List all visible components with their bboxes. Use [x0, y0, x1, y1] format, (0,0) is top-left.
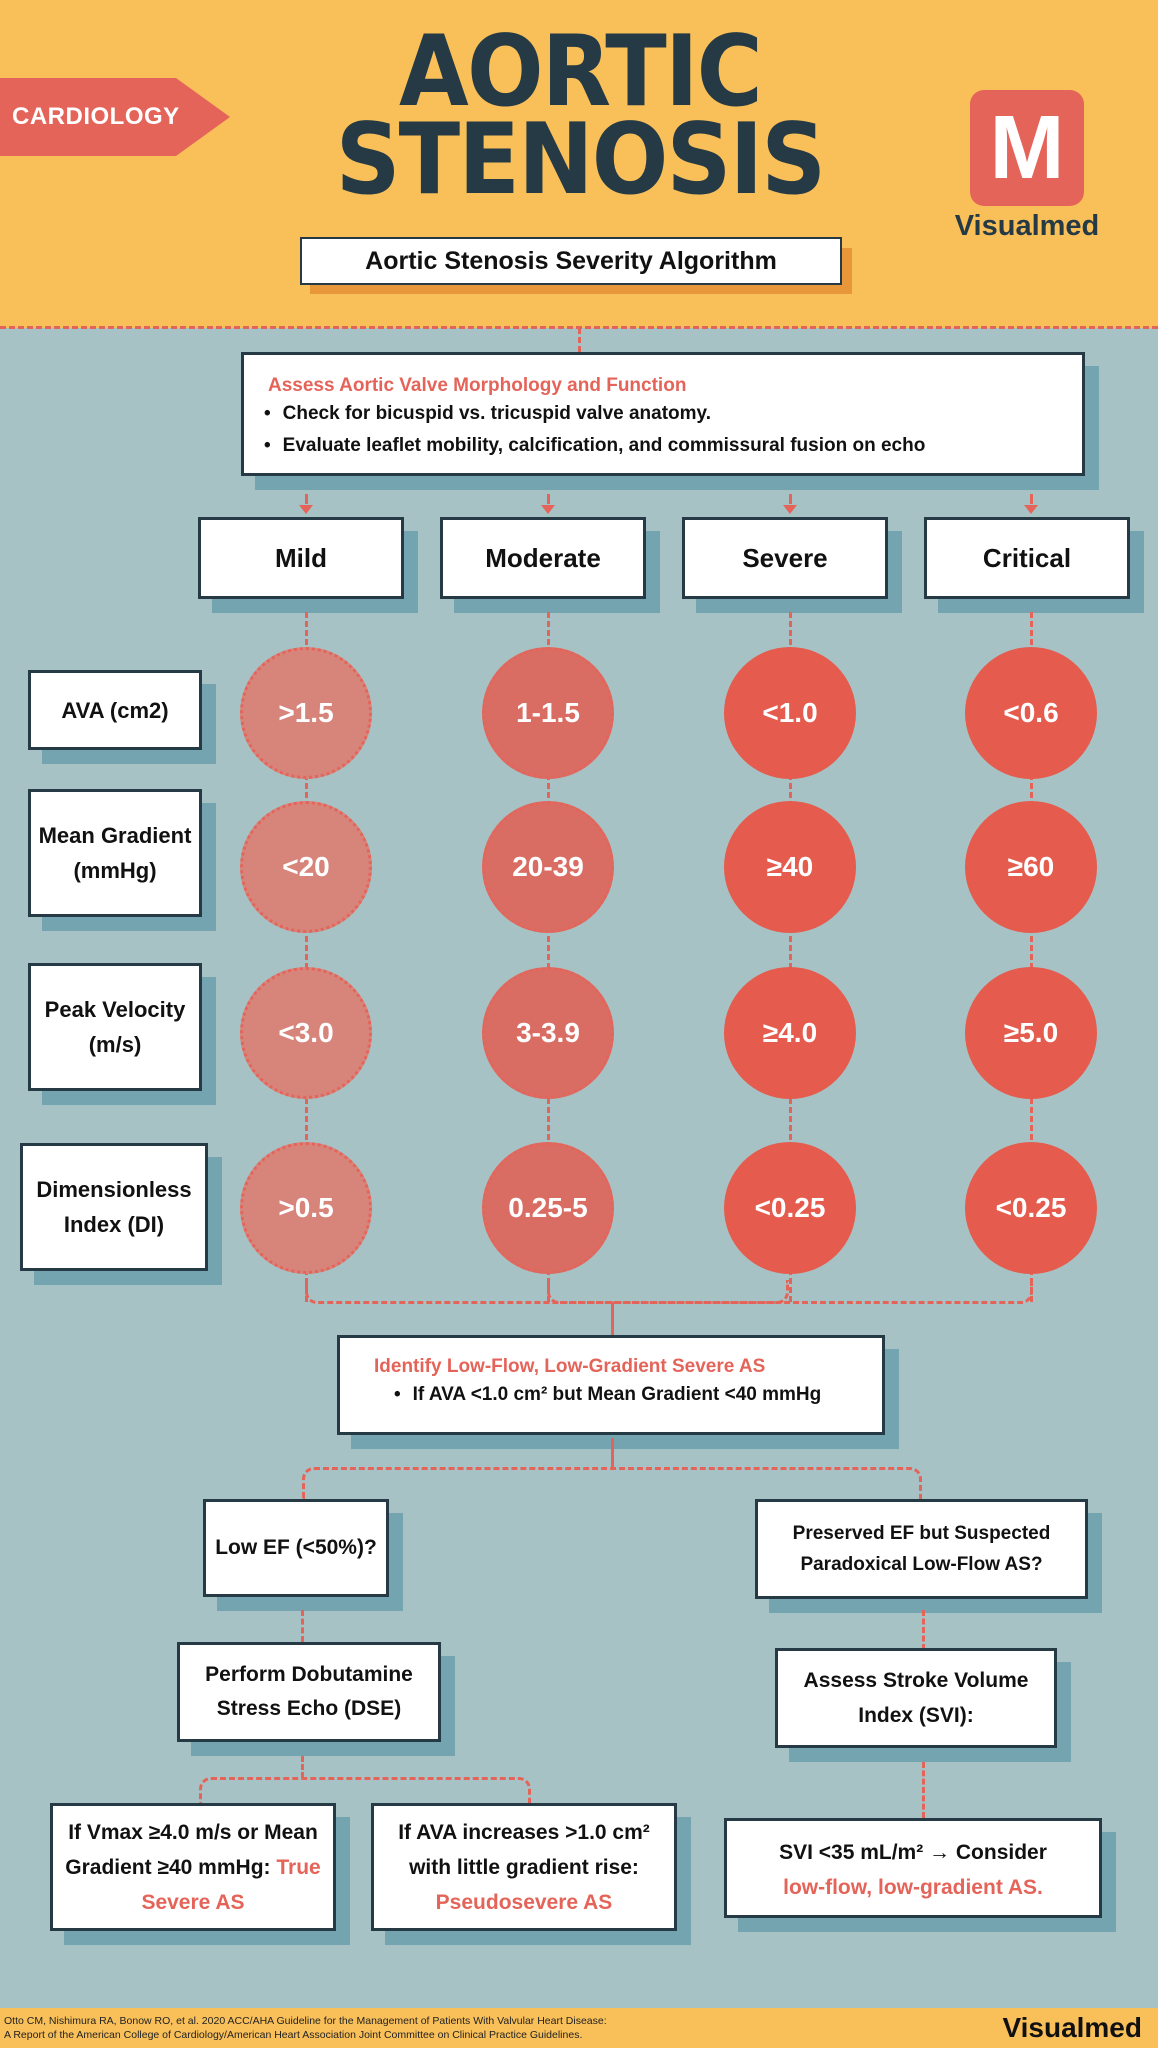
arrow-down-icon — [541, 505, 555, 514]
svi-action: Assess Stroke Volume Index (SVI): — [775, 1648, 1057, 1748]
value-di-moderate: 0.25-5 — [482, 1142, 614, 1274]
arrow-down-icon — [1024, 505, 1038, 514]
connector — [789, 494, 792, 504]
assess-box: Assess Aortic Valve Morphology and Funct… — [241, 352, 1085, 476]
connector — [301, 1610, 304, 1642]
param-peak-velocity: Peak Velocity (m/s) — [28, 963, 202, 1091]
low-ef-question: Low EF (<50%)? — [203, 1499, 389, 1597]
column-connector-mild — [305, 612, 308, 1302]
column-connector-critical — [1030, 612, 1033, 1302]
identify-box: Identify Low-Flow, Low-Gradient Severe A… — [337, 1335, 885, 1435]
outcome-result: True Severe AS — [141, 1855, 321, 1914]
merge-connector — [547, 1280, 1033, 1304]
connector — [922, 1610, 925, 1650]
logo-text: Visualmed — [954, 210, 1100, 242]
param-mean-gradient: Mean Gradient (mmHg) — [28, 789, 202, 917]
identify-bullets: If AVA <1.0 cm² but Mean Gradient <40 mm… — [374, 1384, 848, 1406]
category-tag: CARDIOLOGY — [0, 78, 230, 156]
logo-icon: M — [970, 90, 1084, 206]
severity-critical: Critical — [924, 517, 1130, 599]
outcome-pseudosevere-text: If AVA increases >1.0 cm² with little gr… — [386, 1815, 662, 1920]
footer: Otto CM, Nishimura RA, Bonow RO, et al. … — [0, 2008, 1158, 2048]
value-di-critical: <0.25 — [965, 1142, 1097, 1274]
dse-action: Perform Dobutamine Stress Echo (DSE) — [177, 1642, 441, 1742]
subtitle: Aortic Stenosis Severity Algorithm — [300, 237, 842, 285]
severity-severe: Severe — [682, 517, 888, 599]
value-ava-critical: <0.6 — [965, 647, 1097, 779]
value-gradient-severe: ≥40 — [724, 801, 856, 933]
footer-brand: Visualmed — [1002, 2012, 1142, 2043]
arrow-down-icon — [299, 505, 313, 514]
branch-connector — [199, 1777, 531, 1805]
assess-bullet: Evaluate leaflet mobility, calcification… — [264, 435, 1062, 457]
param-dimensionless-index: Dimensionless Index (DI) — [20, 1143, 208, 1271]
identify-bullet: If AVA <1.0 cm² but Mean Gradient <40 mm… — [374, 1384, 848, 1406]
connector — [1030, 494, 1033, 504]
outcome-pseudosevere: If AVA increases >1.0 cm² with little gr… — [371, 1803, 677, 1931]
column-connector-moderate — [547, 612, 550, 1302]
value-ava-severe: <1.0 — [724, 647, 856, 779]
column-connector-severe — [789, 612, 792, 1302]
value-velocity-critical: ≥5.0 — [965, 967, 1097, 1099]
outcome-text: If AVA increases >1.0 cm² with little gr… — [398, 1820, 650, 1879]
header-divider — [0, 326, 1158, 329]
connector — [611, 1302, 614, 1335]
title-line-1: AORTIC — [399, 15, 763, 129]
param-ava: AVA (cm2) — [28, 670, 202, 750]
outcome-svi-text: SVI <35 mL/m² → Consider — [779, 1841, 1047, 1864]
value-di-severe: <0.25 — [724, 1142, 856, 1274]
value-gradient-mild: <20 — [240, 801, 372, 933]
outcome-result: Pseudosevere AS — [435, 1890, 613, 1914]
value-ava-mild: >1.5 — [240, 647, 372, 779]
assess-bullets: Check for bicuspid vs. tricuspid valve a… — [264, 403, 1062, 457]
outcome-true-severe-text: If Vmax ≥4.0 m/s or Mean Gradient ≥40 mm… — [63, 1815, 323, 1920]
value-velocity-moderate: 3-3.9 — [482, 967, 614, 1099]
identify-heading: Identify Low-Flow, Low-Gradient Severe A… — [374, 1356, 766, 1377]
branch-connector — [302, 1467, 922, 1501]
connector — [578, 328, 581, 352]
connector — [547, 494, 550, 504]
page-title: AORTIC STENOSIS — [322, 15, 837, 217]
outcome-svi-result: low-flow, low-gradient AS. — [783, 1876, 1043, 1899]
outcome-text: If Vmax ≥4.0 m/s or Mean Gradient ≥40 mm… — [65, 1820, 318, 1879]
severity-mild: Mild — [198, 517, 404, 599]
citation-line-2: A Report of the American College of Card… — [4, 2029, 583, 2041]
value-di-mild: >0.5 — [240, 1142, 372, 1274]
arrow-down-icon — [783, 505, 797, 514]
title-line-2: STENOSIS — [335, 103, 827, 217]
outcome-true-severe: If Vmax ≥4.0 m/s or Mean Gradient ≥40 mm… — [50, 1803, 336, 1931]
outcome-svi: SVI <35 mL/m² → Consider low-flow, low-g… — [724, 1818, 1102, 1918]
assess-bullet: Check for bicuspid vs. tricuspid valve a… — [264, 403, 1062, 425]
connector — [611, 1438, 614, 1468]
merge-connector — [305, 1280, 789, 1304]
connector — [301, 1756, 304, 1778]
value-velocity-mild: <3.0 — [240, 967, 372, 1099]
citation-line-1: Otto CM, Nishimura RA, Bonow RO, et al. … — [4, 2015, 607, 2027]
preserved-ef-question: Preserved EF but Suspected Paradoxical L… — [755, 1499, 1088, 1599]
citation: Otto CM, Nishimura RA, Bonow RO, et al. … — [4, 2014, 607, 2042]
value-gradient-moderate: 20-39 — [482, 801, 614, 933]
connector — [922, 1762, 925, 1818]
connector — [305, 494, 308, 504]
severity-moderate: Moderate — [440, 517, 646, 599]
value-gradient-critical: ≥60 — [965, 801, 1097, 933]
assess-heading: Assess Aortic Valve Morphology and Funct… — [268, 375, 687, 396]
value-velocity-severe: ≥4.0 — [724, 967, 856, 1099]
value-ava-moderate: 1-1.5 — [482, 647, 614, 779]
